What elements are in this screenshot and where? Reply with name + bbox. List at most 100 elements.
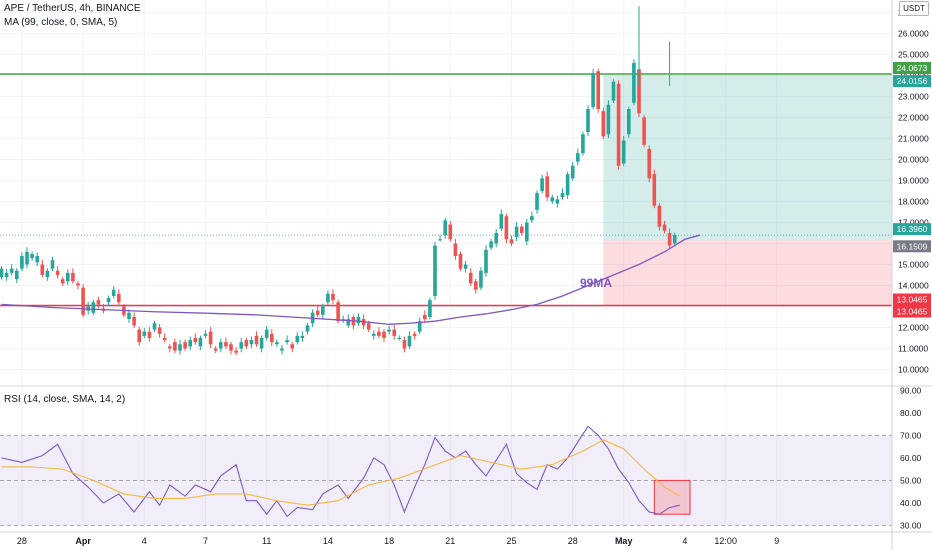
candle-body	[15, 270, 19, 280]
rsi-legend: RSI (14, close, SMA, 14, 2)	[4, 394, 126, 405]
candle-body	[647, 148, 651, 179]
loss-zone	[603, 240, 892, 306]
candle-body	[474, 281, 478, 290]
candle-body	[264, 329, 269, 338]
candle-body	[50, 260, 55, 269]
candle-body	[667, 232, 672, 246]
time-tick-label: 25	[506, 536, 516, 546]
candle-body	[142, 331, 147, 336]
price-tag-label: 24.0673	[897, 63, 928, 73]
candle-body	[259, 337, 264, 349]
rsi-tick-label: 70.00	[900, 430, 922, 440]
candle-body	[331, 293, 335, 301]
candle-body	[397, 337, 402, 339]
price-unit-selector[interactable]: USDT	[899, 1, 929, 16]
candle-body	[509, 239, 514, 244]
price-tag-box	[893, 305, 931, 318]
candle-body	[30, 253, 34, 259]
candle-body	[366, 323, 371, 330]
candle-body	[494, 232, 498, 244]
candle-body	[275, 342, 279, 345]
ma99-line-path	[1, 234, 701, 325]
time-tick-label: 7	[203, 536, 208, 546]
horizontal-levels	[0, 73, 892, 307]
candle-body	[458, 253, 463, 269]
time-tick-label: 4	[682, 536, 687, 546]
candle-body	[453, 243, 458, 257]
candle-body	[565, 174, 570, 196]
candle-body	[377, 331, 381, 336]
price-tag-box	[893, 62, 931, 75]
price-tag-label: 16.1509	[897, 241, 928, 251]
rsi-tick-label: 90.00	[900, 385, 922, 395]
candle-body	[586, 109, 590, 133]
price-tick-label: 10.0000	[898, 364, 929, 374]
candle-body	[178, 344, 182, 351]
candle-body	[127, 312, 131, 320]
ma-legend: MA (99, close, 0, SMA, 5)	[4, 17, 118, 28]
candle-body	[417, 321, 422, 332]
candle-body	[290, 344, 294, 349]
candle-body	[4, 272, 9, 278]
candle-body	[305, 325, 310, 332]
candle-body	[270, 333, 274, 343]
candle-body	[637, 69, 641, 114]
candle-body	[336, 302, 340, 322]
candle-body	[25, 251, 29, 265]
candle-body	[596, 71, 600, 110]
time-tick-label: 21	[445, 536, 455, 546]
rsi-tick-label: 40.00	[900, 498, 922, 508]
price-tag-box	[893, 293, 931, 306]
candle-body	[412, 333, 417, 336]
candle-body	[576, 153, 580, 162]
rsi-tick-label: 60.00	[900, 453, 922, 463]
candle-body	[407, 335, 412, 347]
price-tick-label: 17.0000	[898, 217, 929, 227]
candle-body	[285, 340, 289, 343]
time-tick-label: 28	[568, 536, 578, 546]
candle-body	[346, 319, 351, 326]
price-tick-label: 12.0000	[898, 322, 929, 332]
candle-body	[193, 337, 198, 343]
candle-body	[601, 111, 606, 137]
candle-body	[627, 109, 631, 135]
candle-body	[91, 302, 96, 313]
candle-body	[300, 335, 305, 338]
candle-body	[71, 272, 75, 282]
candle-body	[341, 319, 345, 321]
ma99-line	[1, 234, 701, 325]
candle-body	[0, 268, 4, 278]
candle-body	[280, 348, 284, 351]
candle-body	[106, 298, 111, 303]
rsi-tick-label: 50.00	[900, 475, 922, 485]
candle-body	[66, 272, 70, 282]
candle-body	[157, 327, 162, 334]
candle-body	[244, 340, 249, 347]
price-tick-label: 26.0000	[898, 28, 929, 38]
candle-body	[81, 287, 85, 315]
candle-body	[372, 333, 376, 336]
candle-body	[326, 293, 330, 303]
candle-body	[137, 329, 141, 343]
candle-body	[249, 340, 254, 345]
candle-body	[581, 134, 585, 154]
candle-body	[147, 331, 152, 338]
candle-body	[188, 340, 192, 347]
candle-body	[672, 235, 677, 244]
candle-body	[662, 224, 667, 231]
candle-body	[479, 270, 483, 288]
candle-body	[652, 174, 657, 206]
candlesticks	[0, 6, 677, 356]
candle-body	[76, 283, 80, 286]
rsi-panel	[0, 385, 932, 526]
candle-body	[152, 323, 157, 330]
candle-body	[254, 335, 259, 345]
price-tag-label: 24.0156	[897, 76, 928, 86]
chart-gridlines	[0, 0, 892, 530]
candle-body	[550, 197, 555, 202]
candle-body	[382, 331, 386, 338]
candle-body	[35, 256, 39, 263]
rsi-tick-label: 80.00	[900, 408, 922, 418]
